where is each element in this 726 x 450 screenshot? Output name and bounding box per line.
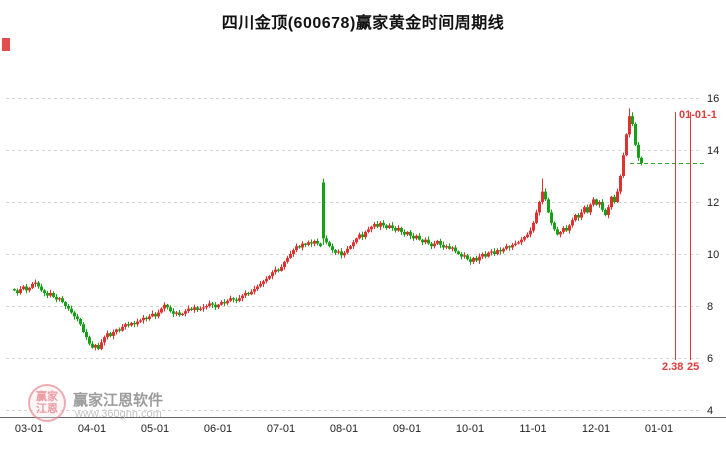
y-tick-label: 4	[707, 405, 713, 417]
x-tick-label: 11-01	[519, 423, 546, 435]
page-title: 四川金顶(600678)赢家黄金时间周期线	[221, 15, 505, 32]
y-tick-label: 6	[707, 353, 713, 365]
watermark-logo-text-top: 赢家	[36, 391, 58, 403]
x-tick-label: 06-01	[204, 423, 232, 435]
watermark-url: www.360gnn.com	[75, 408, 162, 420]
watermark-logo: 赢家 江恩	[28, 384, 66, 422]
cycle-value-label-right: 25	[687, 361, 700, 373]
cycle-value-label-left: 2.38	[662, 361, 684, 373]
left-edge-red-marker	[2, 38, 10, 51]
x-tick-label: 08-01	[330, 423, 358, 435]
y-tick-label: 10	[707, 249, 719, 261]
y-axis-labels: 16 14 12 10 8 6 4	[707, 93, 719, 417]
x-tick-label: 12-01	[582, 423, 610, 435]
y-tick-label: 12	[707, 197, 719, 209]
y-tick-label: 8	[707, 301, 713, 313]
cycle-date-label: 01-01-1	[679, 109, 717, 121]
cycle-lines	[675, 112, 691, 360]
y-tick-label: 14	[707, 145, 719, 157]
x-tick-label: 05-01	[141, 423, 169, 435]
x-tick-label: 04-01	[78, 423, 106, 435]
watermark-brand: 赢家江恩软件	[73, 392, 164, 409]
x-tick-label: 07-01	[267, 423, 295, 435]
watermark-logo-text-bottom: 江恩	[36, 403, 58, 415]
x-tick-label: 09-01	[393, 423, 421, 435]
grid-lines	[6, 98, 702, 411]
x-axis-labels: 03-01 04-01 05-01 06-01 07-01 08-01 09-01 10-01…	[15, 423, 673, 435]
x-tick-label: 03-01	[15, 423, 43, 435]
x-tick-label: 10-01	[456, 423, 484, 435]
y-tick-label: 16	[707, 93, 719, 105]
candles	[13, 108, 643, 351]
x-tick-label: 01-01	[645, 423, 673, 435]
